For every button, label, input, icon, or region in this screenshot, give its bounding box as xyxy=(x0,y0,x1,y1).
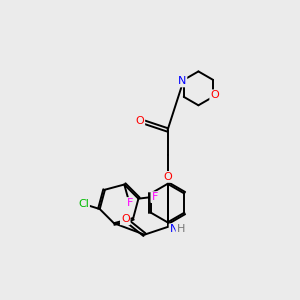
Text: O: O xyxy=(136,116,144,127)
Text: N: N xyxy=(178,76,186,86)
Text: H: H xyxy=(176,224,185,234)
Text: N: N xyxy=(169,224,178,234)
Text: Cl: Cl xyxy=(78,199,89,209)
Text: O: O xyxy=(121,214,130,224)
Text: F: F xyxy=(152,192,158,202)
Text: O: O xyxy=(210,90,219,100)
Text: F: F xyxy=(127,198,133,208)
Text: O: O xyxy=(163,172,172,182)
